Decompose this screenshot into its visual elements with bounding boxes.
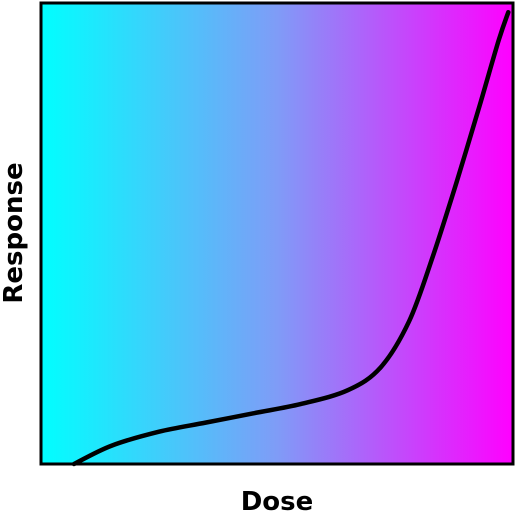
plot-frame [39, 1, 515, 466]
response-curve [71, 9, 511, 467]
y-axis-label: Response [0, 162, 29, 303]
x-axis-label: Dose [241, 487, 314, 517]
plot-area [41, 3, 513, 464]
